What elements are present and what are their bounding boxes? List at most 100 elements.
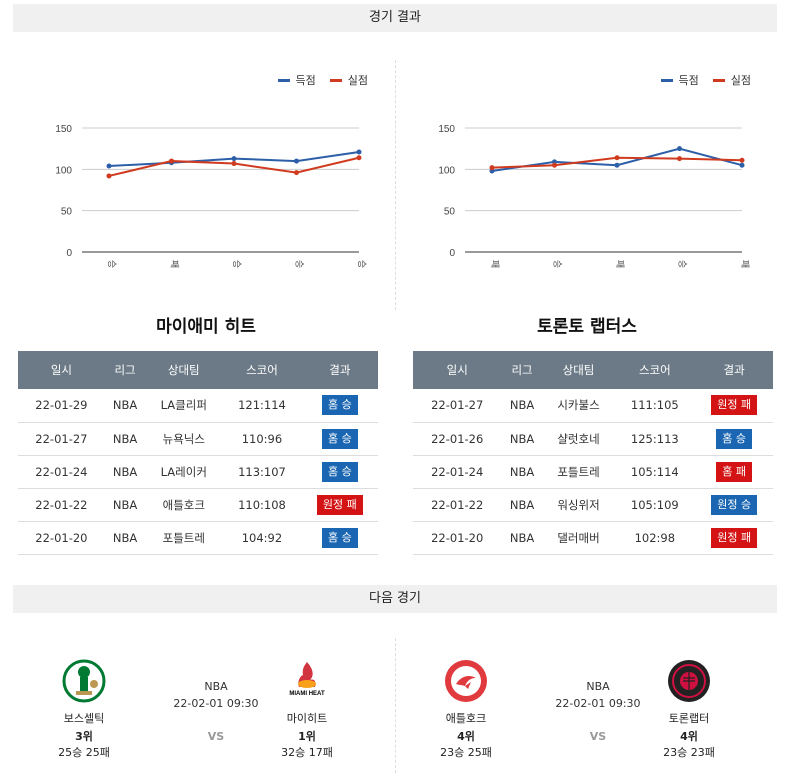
cell-score: 104:92 (222, 521, 302, 555)
col-header-score: 스코어 (614, 351, 696, 389)
line-chart-svg: 0 50 100 150 승 패 승 승 승 (55, 124, 367, 268)
chart-raptors: 득점 실점 0 50 100 150 패 승 패 승 패 (397, 58, 767, 278)
result-badge: 홈 승 (321, 461, 358, 482)
cell-date: 22-01-20 (413, 521, 502, 555)
y-tick-label: 0 (66, 248, 72, 259)
legend-swatch-score (277, 78, 290, 82)
team-name: 토론랩터 (668, 712, 710, 725)
line-chart-svg: 0 50 100 150 패 승 패 승 패 (438, 124, 750, 268)
result-badge: 원정 패 (711, 527, 758, 548)
legend-swatch-score (660, 78, 673, 82)
match-info: NBA 22-02-01 09:30 (543, 680, 653, 710)
team-name: 마이히트 (286, 712, 328, 725)
heat-wordmark: MIAMI HEAT (289, 691, 325, 697)
cell-opponent: LA레이커 (145, 455, 223, 489)
table-row: 22-01-20 NBA 댈러매버 102:98 원정 패 (413, 521, 773, 555)
legend-swatch-conceded (329, 78, 342, 82)
cell-opponent: 뉴욕닉스 (145, 422, 223, 456)
cell-league: NBA (104, 389, 146, 423)
chart-legend: 득점 실점 (277, 72, 368, 88)
match-league: NBA (586, 680, 610, 693)
chart-heat: 득점 실점 0 50 100 150 승 패 승 승 승 (14, 58, 384, 278)
team-record: 32승 17패 (281, 746, 333, 759)
legend-swatch-conceded (712, 78, 725, 82)
results-table-heat: 일시 리그 상대팀 스코어 결과 22-01-29 NBA LA클리퍼 121:114… (18, 351, 378, 555)
table-row: 22-01-24 NBA 포틀트레 105:114 홈 패 (413, 455, 773, 489)
col-header-opponent: 상대팀 (145, 351, 223, 389)
col-header-date: 일시 (18, 351, 105, 389)
column-divider (395, 60, 396, 310)
team-title-raptors: 토론토 랩터스 (537, 317, 637, 337)
col-header-league: 리그 (501, 351, 543, 389)
cell-date: 22-01-24 (413, 455, 502, 489)
data-point (106, 173, 112, 179)
cell-opponent: 시카불스 (542, 389, 615, 423)
chart-legend: 득점 실점 (660, 72, 751, 88)
team-away[interactable]: 토론랩터 4위 23승 23패 (649, 658, 729, 760)
cell-score: 105:114 (614, 455, 696, 489)
table-row: 22-01-20 NBA 포틀트레 104:92 홈 승 (18, 521, 378, 555)
data-point (677, 156, 682, 162)
team-name: 애틀호크 (445, 712, 487, 725)
cell-league: NBA (501, 455, 543, 489)
x-tick-label: 패 (489, 260, 500, 268)
match-datetime: 22-02-01 09:30 (555, 697, 641, 710)
cell-date: 22-01-29 (18, 389, 105, 423)
team-home[interactable]: 애틀호크 4위 23승 25패 (426, 658, 506, 760)
team-rank: 3위 (75, 730, 93, 743)
cell-score: 105:109 (614, 488, 696, 522)
cell-league: NBA (104, 488, 146, 522)
y-tick-label: 50 (444, 207, 456, 218)
match-info: NBA 22-02-01 09:30 (161, 680, 271, 710)
y-tick-label: 150 (438, 124, 455, 135)
cell-score: 111:105 (614, 389, 696, 423)
cell-score: 113:107 (222, 455, 302, 489)
col-header-opponent: 상대팀 (542, 351, 615, 389)
cell-date: 22-01-22 (18, 488, 105, 522)
table-row: 22-01-27 NBA 뉴욕닉스 110:96 홈 승 (18, 422, 378, 456)
cell-score: 121:114 (222, 389, 302, 423)
cell-league: NBA (104, 422, 146, 456)
x-tick-label: 승 (552, 260, 563, 268)
team-record: 25승 25패 (58, 746, 110, 759)
cell-result: 원정 승 (695, 488, 773, 522)
cell-opponent: LA클리퍼 (145, 389, 223, 423)
hawks-logo (443, 658, 489, 704)
x-tick-label: 패 (614, 260, 625, 268)
cell-score: 110:96 (222, 422, 302, 456)
cell-date: 22-01-24 (18, 455, 105, 489)
col-header-result: 결과 (301, 351, 378, 389)
team-rank: 1위 (298, 730, 316, 743)
results-header: 경기 결과 (13, 4, 777, 32)
data-point (614, 155, 620, 161)
x-tick-label: 승 (231, 260, 242, 268)
legend-label: 실점 (347, 74, 368, 87)
y-tick-label: 50 (61, 207, 73, 218)
column-divider (395, 638, 396, 773)
table-row: 22-01-24 NBA LA레이커 113:107 홈 승 (18, 455, 378, 489)
next-game-2: 애틀호크 4위 23승 25패 NBA 22-02-01 09:30 VS 토론… (418, 650, 778, 760)
team-away[interactable]: MIAMI HEAT 마이히트 1위 32승 17패 (267, 658, 347, 760)
cell-result: 홈 승 (301, 389, 378, 423)
team-home[interactable]: 보스셀틱 3위 25승 25패 (44, 658, 124, 760)
data-point (294, 170, 299, 176)
result-badge: 홈 승 (716, 428, 753, 449)
result-badge: 원정 패 (711, 395, 758, 416)
x-tick-label: 승 (356, 260, 367, 268)
legend-label: 득점 (295, 74, 316, 87)
data-point (739, 157, 745, 163)
result-badge: 원정 승 (711, 494, 758, 515)
team-title-heat: 마이애미 히트 (156, 317, 256, 337)
legend-label: 실점 (730, 74, 751, 87)
cell-result: 원정 패 (695, 389, 773, 423)
next-game-header: 다음 경기 (13, 585, 777, 613)
cell-result: 원정 패 (695, 521, 773, 555)
x-tick-label: 승 (294, 260, 305, 268)
data-point (356, 149, 362, 155)
col-header-score: 스코어 (222, 351, 302, 389)
data-point (489, 165, 495, 171)
y-tick-label: 150 (55, 124, 72, 135)
cell-opponent: 포틀트레 (145, 521, 223, 555)
heat-logo: MIAMI HEAT (284, 658, 330, 704)
result-badge: 원정 패 (316, 494, 363, 515)
